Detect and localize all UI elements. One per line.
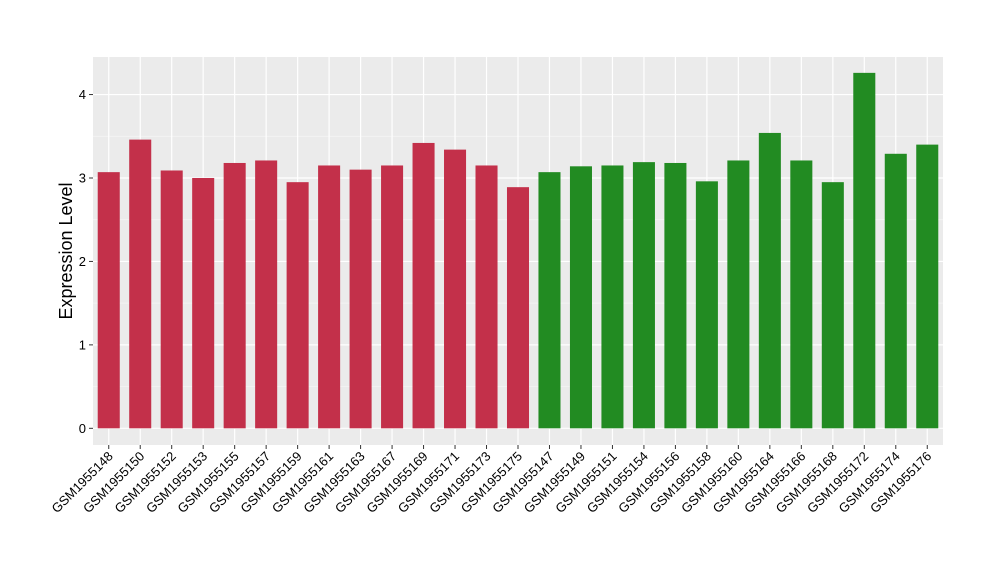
bar-GSM1955152 [160, 170, 183, 429]
bar-GSM1955171 [444, 149, 467, 429]
bar-GSM1955175 [506, 187, 530, 429]
bar-GSM1955169 [412, 142, 435, 429]
x-axis: GSM1955148GSM1955150GSM1955152GSM1955153… [49, 445, 934, 516]
bar-GSM1955174 [884, 153, 907, 429]
y-tick-label: 2 [79, 254, 86, 269]
bar-GSM1955154 [632, 162, 655, 429]
bar-GSM1955167 [381, 165, 404, 429]
bar-GSM1955161 [318, 165, 341, 429]
bar-GSM1955173 [475, 165, 498, 429]
bar-GSM1955166 [790, 160, 813, 429]
bar-GSM1955157 [255, 160, 278, 429]
bar-GSM1955150 [129, 139, 152, 429]
bar-GSM1955151 [601, 165, 624, 429]
y-tick-label: 3 [79, 170, 86, 185]
bar-GSM1955168 [821, 182, 844, 429]
y-tick-label: 0 [79, 421, 86, 436]
bar-GSM1955163 [349, 169, 372, 429]
y-tick-label: 1 [79, 337, 86, 352]
bar-GSM1955176 [916, 144, 939, 429]
bar-GSM1955172 [853, 72, 876, 429]
bar-GSM1955156 [664, 162, 687, 429]
y-axis-label: Expression Level [56, 182, 76, 319]
bar-GSM1955159 [286, 182, 309, 429]
bar-GSM1955164 [758, 132, 781, 429]
bars [97, 72, 939, 429]
y-tick-label: 4 [79, 87, 86, 102]
bar-GSM1955149 [569, 166, 592, 429]
bar-GSM1955158 [695, 181, 718, 429]
bar-GSM1955153 [192, 177, 215, 429]
bar-GSM1955147 [538, 172, 561, 429]
bar-GSM1955160 [727, 160, 750, 429]
y-axis: 0 1 2 3 4 [79, 87, 93, 436]
bar-GSM1955155 [223, 162, 246, 429]
bar-GSM1955148 [97, 172, 120, 429]
